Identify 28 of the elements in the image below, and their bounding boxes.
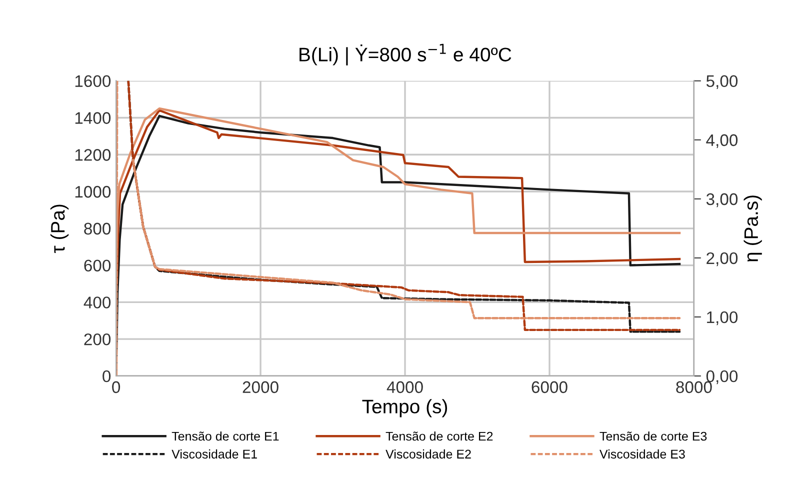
legend-label: Tensão de corte E3 <box>600 431 707 441</box>
y2-tick-label: 4,00 <box>706 134 738 148</box>
y-tick-label: 1600 <box>75 75 111 88</box>
y2-tick-label: 3,00 <box>706 193 738 208</box>
y-tick-label: 400 <box>84 296 111 308</box>
x-tick-label: 0 <box>112 381 120 394</box>
x-tick-label: 6000 <box>532 381 568 394</box>
y2-tick-label: 2,00 <box>706 252 738 266</box>
y-axis-title: τ (Pa) <box>50 204 69 254</box>
y-tick-label: 200 <box>84 333 111 346</box>
y2-tick-label: 1,00 <box>707 311 738 326</box>
x-axis-title: Tempo (s) <box>362 399 448 418</box>
y-tick-label: 1200 <box>75 149 111 161</box>
y-tick-label: 0 <box>102 370 111 382</box>
legend-label: Tensão de corte E2 <box>386 431 493 441</box>
y-tick-label: 1000 <box>75 186 111 198</box>
y-tick-label: 600 <box>84 260 111 272</box>
legend-label: Tensão de corte E1 <box>172 431 279 441</box>
y2-tick-label: 5,00 <box>706 75 738 90</box>
y2-axis-title: η (Pa.s) <box>744 196 762 262</box>
legend-label: Viscosidade E2 <box>386 449 471 459</box>
chart-title: B(Li) | Ẏ=800 s$^{−1}$ e 40ºC <box>300 44 512 66</box>
legend-label: Viscosidade E1 <box>172 449 257 459</box>
legend-label: Viscosidade E3 <box>600 449 685 459</box>
x-tick-label: 2000 <box>242 381 278 394</box>
y-tick-label: 1400 <box>75 112 111 124</box>
x-tick-label: 4000 <box>386 381 423 394</box>
y-tick-label: 800 <box>84 222 111 235</box>
